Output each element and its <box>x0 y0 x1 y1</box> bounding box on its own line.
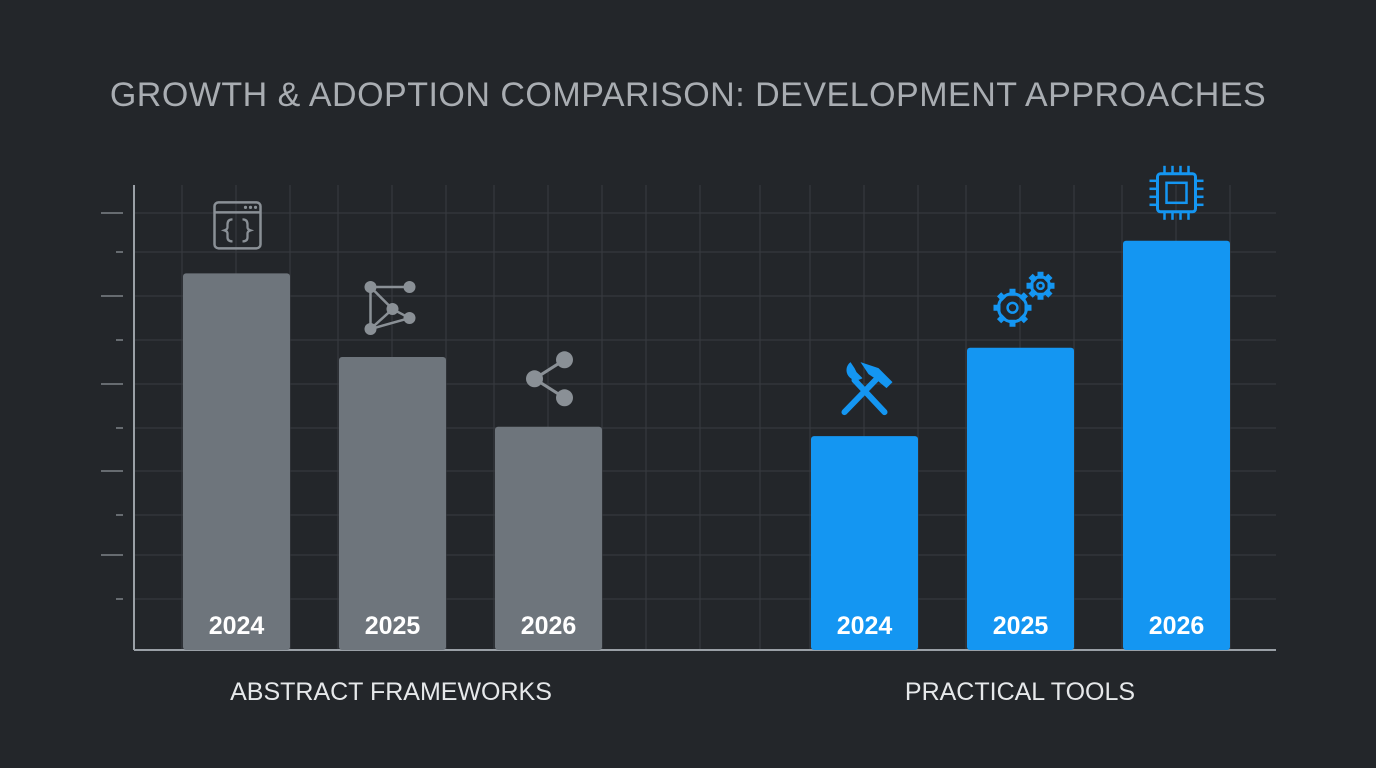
hammer-head <box>860 362 893 389</box>
bars: 2024 2025 2026 2024 2025 2026 <box>183 240 1230 651</box>
group-label-abstract-frameworks: ABSTRACT FRAMEWORKS <box>230 678 552 706</box>
gears-icon <box>993 271 1055 327</box>
bar <box>183 273 290 650</box>
graph-node <box>403 312 416 325</box>
hammer-handle <box>841 377 879 416</box>
gear-rim <box>1030 275 1051 297</box>
bar-group-1-2: 2026 <box>1123 240 1230 651</box>
bar-year-label: 2026 <box>521 612 577 640</box>
chip-body <box>1156 172 1197 214</box>
bar-year-label: 2025 <box>993 612 1049 640</box>
wrench-handle <box>851 377 888 416</box>
bar <box>1123 240 1230 651</box>
graph-node <box>364 281 377 294</box>
share-nodes-icon <box>526 351 573 407</box>
wrench-head <box>846 362 863 381</box>
node-graph-icon <box>364 281 416 336</box>
bar-group-0-0: 2024 <box>183 273 290 650</box>
hammer-wrench-icon <box>841 362 893 416</box>
gear-hub <box>1006 301 1019 314</box>
axes <box>101 185 1276 651</box>
bar-year-label: 2026 <box>1149 612 1205 640</box>
bar-year-label: 2024 <box>837 612 893 640</box>
gear-rim <box>997 292 1028 324</box>
brace-left <box>220 218 233 243</box>
gear-large <box>993 288 1032 327</box>
bar-group-1-0: 2024 <box>811 436 918 650</box>
bar-group-0-1: 2025 <box>339 357 446 650</box>
graph-node <box>403 281 416 294</box>
bar-year-label: 2025 <box>365 612 421 640</box>
window-frame <box>213 201 262 250</box>
share-node <box>556 389 573 407</box>
window-dot <box>243 205 248 209</box>
grid <box>134 185 1276 650</box>
chip-core <box>1165 181 1188 205</box>
share-node <box>526 370 543 388</box>
graph-node <box>386 303 399 316</box>
chart-title: GROWTH & ADOPTION COMPARISON: DEVELOPMEN… <box>109 76 1267 114</box>
gear-hub <box>1036 281 1045 291</box>
share-node <box>556 351 573 369</box>
icons <box>213 165 1204 416</box>
group-label-practical-tools: PRACTICAL TOOLS <box>904 678 1136 706</box>
cpu-chip-icon <box>1149 165 1204 220</box>
graph-edge <box>370 316 410 331</box>
brace-right <box>242 218 255 243</box>
code-window-icon <box>213 201 262 250</box>
bar-group-0-2: 2026 <box>495 426 602 650</box>
bar <box>967 347 1074 650</box>
gear-small <box>1026 271 1055 300</box>
bar <box>811 436 918 650</box>
graph-node <box>364 323 377 336</box>
bar-group-1-1: 2025 <box>967 347 1074 650</box>
bar <box>495 426 602 650</box>
bar-year-label: 2024 <box>209 612 265 640</box>
window-dot <box>248 205 253 209</box>
window-dot <box>253 205 258 209</box>
bar <box>339 357 446 650</box>
